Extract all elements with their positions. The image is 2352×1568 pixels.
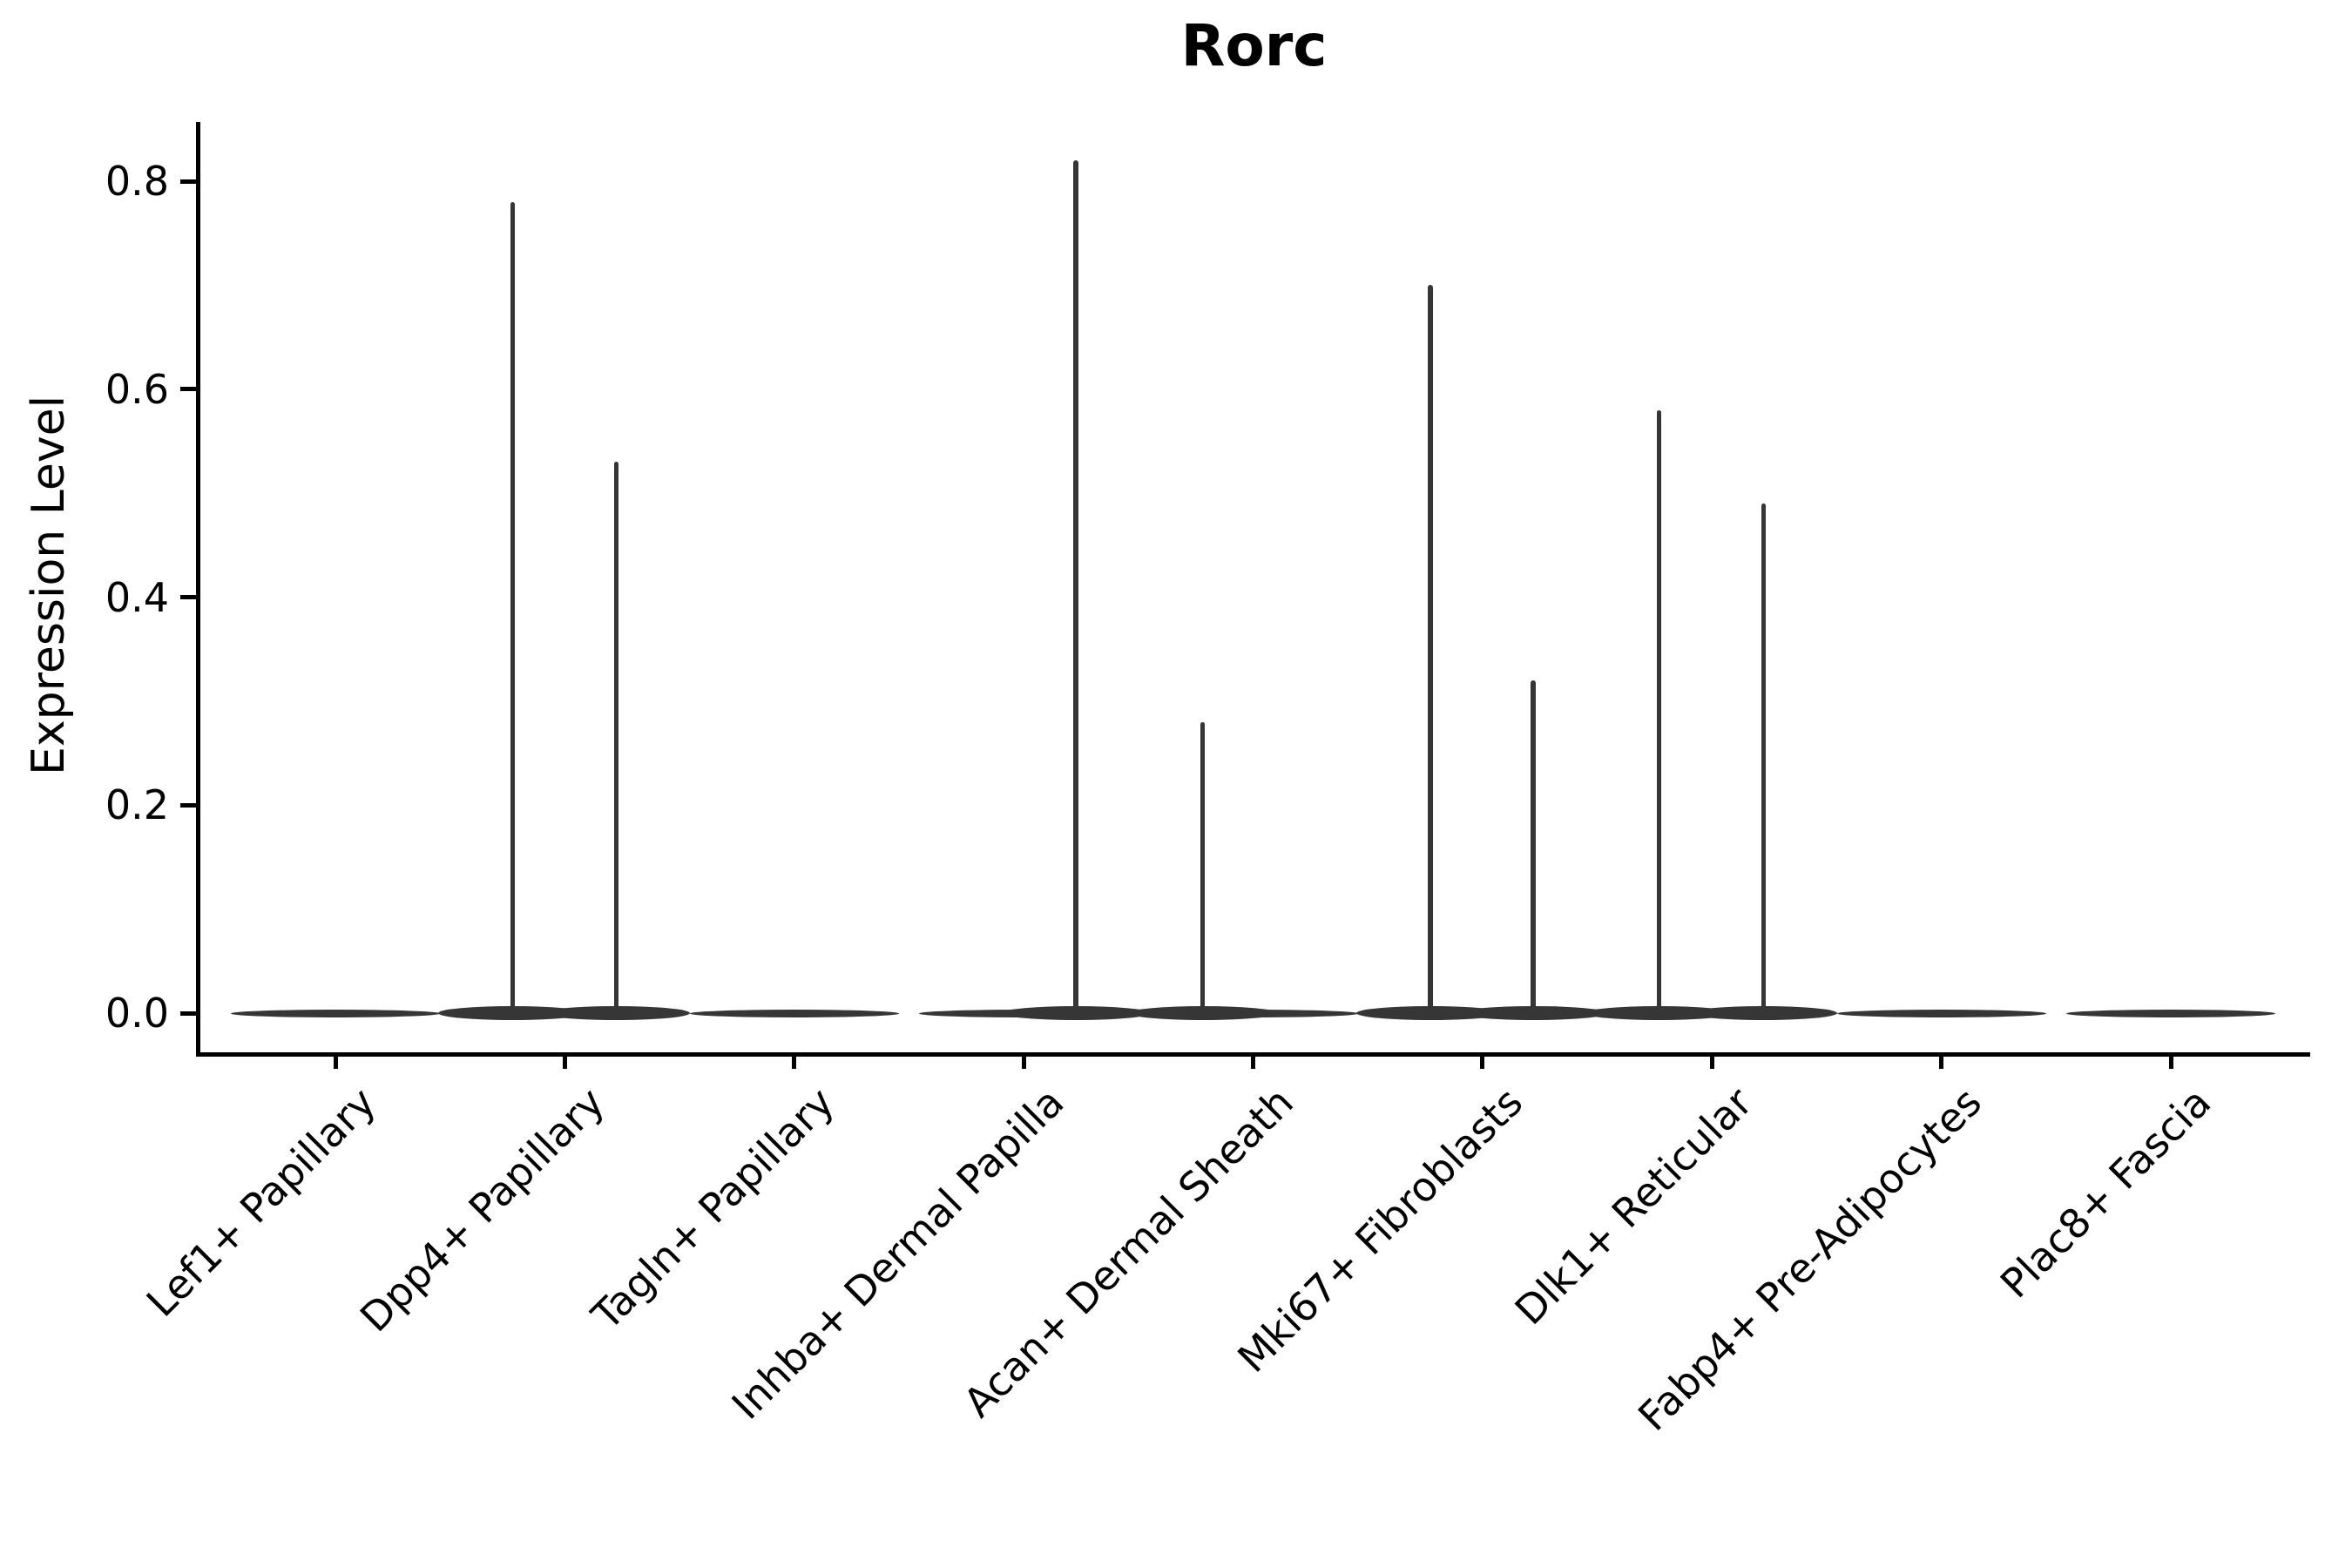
y-tick-label: 0.0 xyxy=(105,990,169,1037)
x-tick-mark xyxy=(792,1056,797,1069)
y-tick-mark xyxy=(179,179,196,184)
x-axis-category-label: Dpp4+ Papillary xyxy=(351,1078,614,1342)
y-tick-mark xyxy=(179,1010,196,1016)
x-axis-category-label: Tagln+ Papillary xyxy=(583,1078,843,1339)
expression-spike xyxy=(1200,721,1206,1015)
x-axis-category-label: Plac8+ Fascia xyxy=(1990,1078,2220,1308)
x-axis-category-label: Lef1+ Papillary xyxy=(137,1078,385,1326)
y-tick-label: 0.4 xyxy=(105,573,169,621)
x-tick-mark xyxy=(1709,1056,1714,1069)
violin-body xyxy=(1836,1009,2046,1017)
expression-spike xyxy=(510,201,516,1015)
y-tick-mark xyxy=(179,595,196,599)
y-tick-label: 0.6 xyxy=(105,365,169,413)
expression-spike xyxy=(1656,409,1661,1015)
y-axis-spine xyxy=(195,122,200,1057)
x-tick-mark xyxy=(1480,1056,1485,1069)
x-tick-mark xyxy=(1251,1056,1255,1069)
violin-body xyxy=(2066,1009,2275,1017)
x-tick-mark xyxy=(333,1056,338,1069)
y-tick-label: 0.8 xyxy=(105,158,169,205)
x-tick-mark xyxy=(1021,1056,1026,1069)
x-axis-spine xyxy=(195,1051,2310,1057)
x-tick-mark xyxy=(562,1056,567,1069)
violin-body xyxy=(689,1009,899,1017)
y-tick-label: 0.2 xyxy=(105,781,169,829)
expression-spike xyxy=(1073,160,1078,1015)
expression-spike xyxy=(613,462,619,1015)
expression-spike xyxy=(1761,504,1766,1015)
violin-body xyxy=(231,1009,440,1017)
y-tick-mark xyxy=(179,387,196,392)
x-tick-mark xyxy=(1939,1056,1944,1069)
y-tick-mark xyxy=(179,802,196,808)
x-axis-category-label: Dlk1+ Reticular xyxy=(1505,1078,1761,1335)
expression-spike xyxy=(1531,680,1536,1015)
x-tick-mark xyxy=(2168,1056,2173,1069)
expression-spike xyxy=(1428,285,1433,1015)
chart-title: Rorc xyxy=(1180,12,1328,79)
